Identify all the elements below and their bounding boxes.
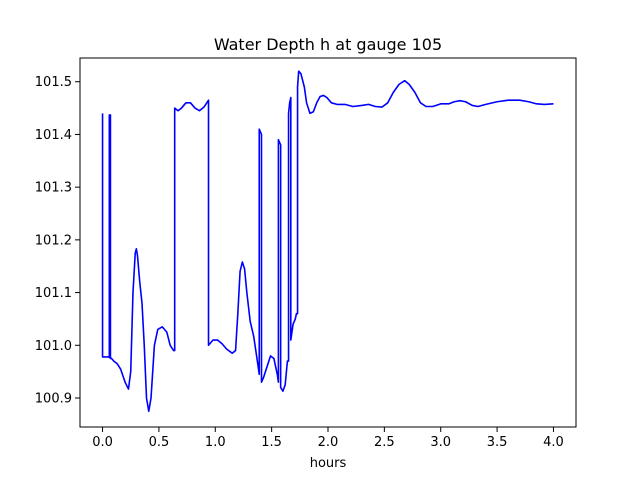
x-tick-label: 2.0: [318, 435, 339, 450]
chart-title: Water Depth h at gauge 105: [214, 35, 442, 54]
y-tick-label: 101.4: [35, 128, 72, 143]
x-axis-label: hours: [310, 456, 347, 471]
x-tick-label: 3.5: [487, 435, 508, 450]
y-tick-label: 101.2: [35, 233, 72, 248]
series-line-0: [101, 70, 554, 412]
x-tick-label: 4.0: [543, 435, 564, 450]
x-axis: 0.0 0.5 1.0 1.5 2.0 2.5 3.0 3.5 4.0: [92, 427, 564, 450]
x-tick-label: 1.5: [261, 435, 282, 450]
y-tick-label: 101.5: [35, 75, 72, 90]
x-tick-label: 0.0: [92, 435, 113, 450]
x-tick-label: 2.5: [374, 435, 395, 450]
y-tick-label: 101.1: [35, 286, 72, 301]
x-tick-label: 1.0: [205, 435, 226, 450]
plot-area: [101, 70, 554, 412]
y-tick-label: 100.9: [35, 392, 72, 407]
x-tick-label: 0.5: [149, 435, 170, 450]
x-tick-label: 3.0: [430, 435, 451, 450]
y-axis: 100.9 101.0 101.1 101.2 101.3 101.4 101.5: [35, 75, 80, 407]
y-tick-label: 101.0: [35, 339, 72, 354]
plot-frame: [79, 57, 577, 428]
y-tick-label: 101.3: [35, 181, 72, 196]
